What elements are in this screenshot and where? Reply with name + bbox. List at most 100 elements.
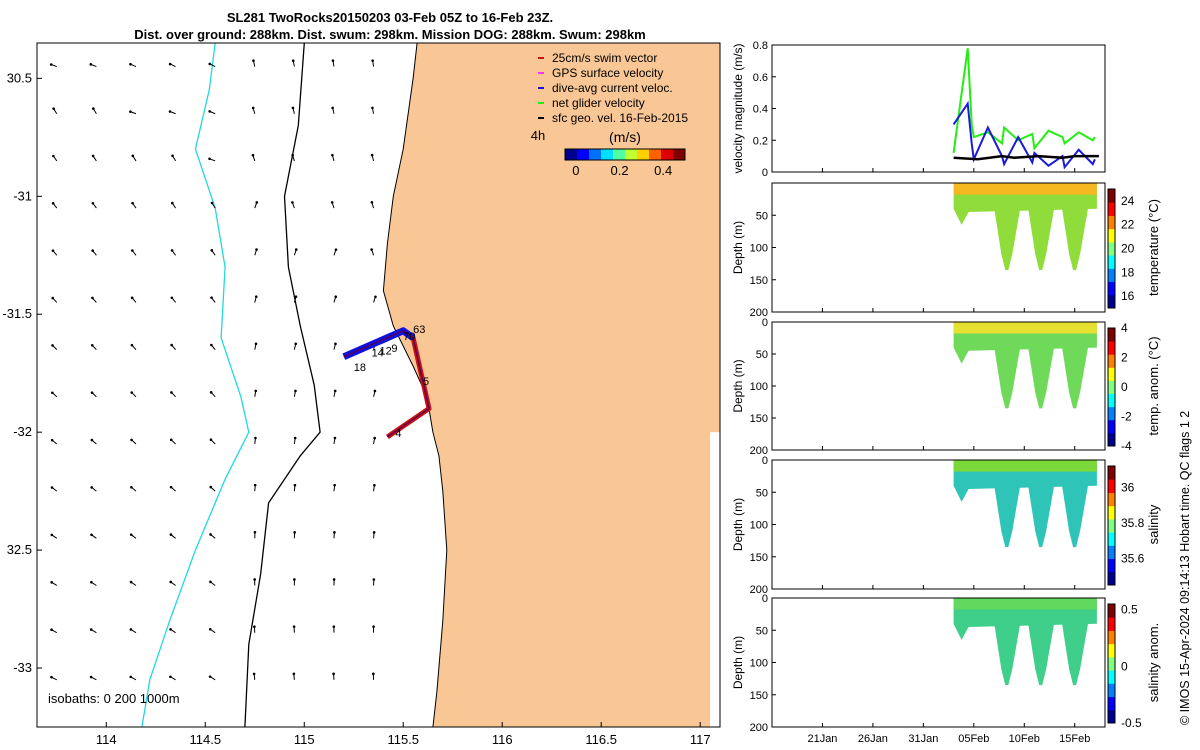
current-vector-head (52, 107, 55, 110)
heatmap-colorbar-label: salinity anom. (1146, 623, 1161, 702)
colorbar-swatch (625, 149, 638, 160)
current-vector-head (334, 295, 338, 299)
colorbar-swatch (649, 149, 662, 160)
current-vector-head (52, 154, 55, 158)
heatmap-colorbar-swatch (1108, 709, 1115, 724)
track-label: 5 (423, 376, 429, 388)
current-vector-head (50, 675, 53, 679)
heatmap-colorbar-frame (1107, 603, 1116, 724)
heatmap-colorbar-swatch (1108, 670, 1115, 684)
current-vector-head (254, 342, 258, 346)
current-vector-head (208, 62, 212, 66)
current-vector-head (333, 531, 336, 534)
velocity-series-line (952, 48, 1096, 154)
heatmap-y-tick-label: 100 (750, 520, 768, 532)
current-vector-head (169, 675, 172, 679)
heatmap-surface-layer (953, 460, 1097, 472)
current-vector-head (169, 533, 173, 536)
current-vector-head (293, 483, 297, 487)
heatmap-y-tick-label: 100 (750, 381, 768, 393)
current-vector-head (91, 201, 95, 205)
current-vector-head (372, 625, 375, 628)
track-label: 12 (379, 345, 391, 357)
current-vector-head (49, 63, 53, 66)
heatmap-colorbar-swatch (1108, 518, 1115, 533)
current-vector-head (129, 110, 132, 113)
colorbar-side-label: 4h (531, 128, 545, 143)
current-vector-head (332, 672, 335, 676)
current-vector-head (252, 672, 256, 676)
chart-subtitle: Dist. over ground: 288km. Dist. swum: 29… (134, 27, 646, 42)
current-vector-head (254, 295, 258, 298)
heatmap-upper-layer (953, 463, 1097, 502)
current-vector-head (209, 485, 213, 489)
velocity-panel-bg (772, 45, 1105, 172)
heatmap-dive (1061, 479, 1090, 548)
current-vector-head (291, 153, 294, 157)
heatmap-y-tick-label: 0 (762, 593, 768, 605)
heatmap-colorbar-swatch (1108, 696, 1115, 711)
heatmap-colorbar-tick-label: 4 (1121, 321, 1128, 335)
current-vector-head (51, 391, 54, 395)
current-vector-head (208, 110, 211, 113)
velocity-y-tick-label: 0.6 (753, 72, 768, 84)
heatmap-y-tick-label: 50 (756, 487, 768, 499)
heatmap-y-tick-label: 150 (750, 552, 768, 564)
current-vector-head (129, 580, 133, 584)
legend-label: net glider velocity (552, 96, 645, 110)
current-vector-head (50, 486, 54, 489)
heatmap-colorbar-tick-label: 36 (1121, 480, 1135, 494)
map-x-tick-label: 116 (492, 732, 513, 747)
current-vector-head (90, 533, 93, 537)
current-vector-head (209, 438, 213, 442)
heatmap-colorbar-swatch (1108, 406, 1115, 421)
current-vector-head (293, 436, 297, 440)
heatmap-colorbar-swatch (1108, 492, 1115, 507)
credit-text: © IMOS 15-Apr-2024 09:14:13 Hobart time.… (1178, 410, 1192, 725)
current-vector-head (131, 249, 134, 252)
current-vector-head (331, 106, 334, 110)
heatmap-colorbar-swatch (1108, 643, 1115, 658)
current-vector-head (253, 483, 257, 487)
current-vector-head (371, 106, 374, 110)
heatmap-dive (993, 341, 1022, 409)
current-vector-head (333, 436, 337, 440)
current-vector-head (208, 675, 212, 678)
current-vector-head (50, 438, 54, 442)
heatmap-colorbar-swatch (1108, 604, 1115, 618)
heatmap-colorbar-swatch (1108, 189, 1115, 203)
current-vector-head (92, 107, 95, 110)
current-vector-head (89, 63, 93, 66)
colorbar-unit: (m/s) (609, 129, 641, 145)
heatmap-colorbar-tick-label: 0.5 (1121, 603, 1138, 617)
heatmap-y-label: Depth (m) (731, 636, 745, 689)
time-tick-label: 31Jan (908, 733, 938, 745)
map-x-tick-label: 114 (96, 732, 117, 747)
heatmap-colorbar-tick-label: 35.6 (1121, 551, 1145, 565)
track-label: 9 (391, 343, 397, 355)
heatmap-upper-layer (953, 325, 1097, 364)
current-vector-head (169, 438, 173, 442)
heatmap-y-label: Depth (m) (731, 221, 745, 274)
heatmap-dive (1027, 341, 1056, 409)
heatmap-colorbar-tick-label: 24 (1121, 194, 1135, 208)
current-vector-head (253, 578, 256, 581)
current-vector-head (331, 59, 335, 62)
heatmap-colorbar-swatch (1108, 294, 1115, 309)
velocity-y-tick-label: 0.4 (753, 104, 768, 116)
colorbar-swatch (673, 149, 686, 160)
current-vector-head (170, 201, 174, 205)
heatmap-colorbar-swatch (1108, 419, 1115, 434)
heatmap-colorbar-tick-label: 2 (1121, 351, 1128, 365)
current-vector-head (293, 578, 296, 581)
current-vector-head (89, 628, 93, 631)
current-vector-head (51, 296, 55, 300)
current-vector-head (373, 389, 377, 393)
current-vector-head (51, 344, 54, 347)
current-vector-head (255, 201, 259, 204)
current-vector-head (210, 201, 214, 205)
current-vector-head (90, 580, 93, 584)
legend-label: dive-avg current veloc. (552, 81, 673, 95)
current-vector-head (210, 343, 213, 347)
